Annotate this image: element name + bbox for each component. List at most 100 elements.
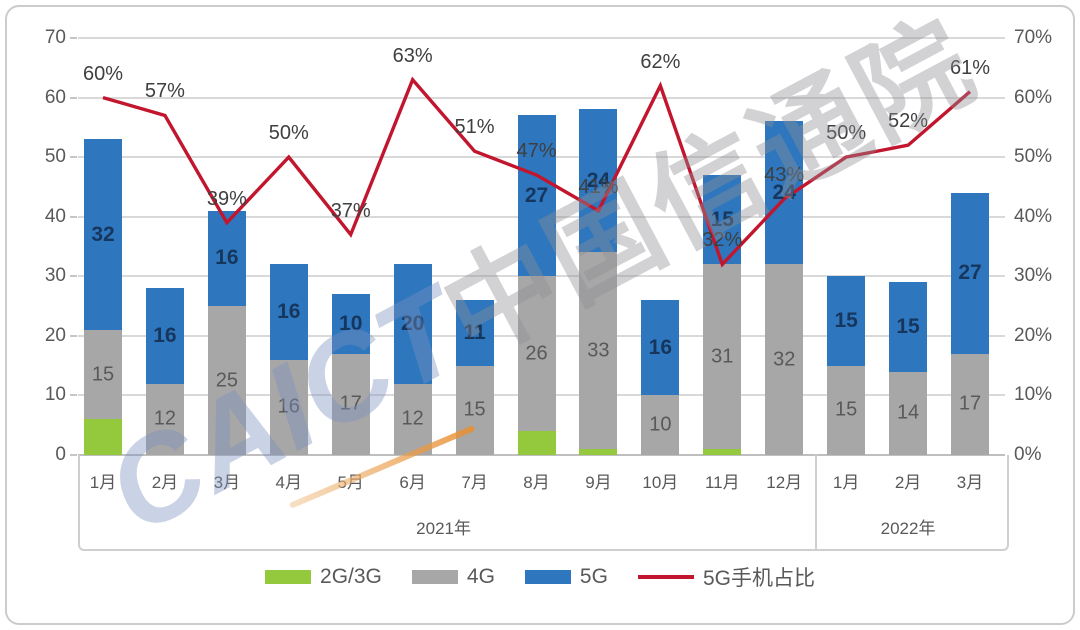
bar-value-label-5g: 16 [215,246,239,270]
legend-item-2g-3g: 2G/3G [265,565,382,589]
line-point-label: 62% [640,50,681,73]
legend-color-swatch-icon [524,570,571,584]
bar-value-label-5g: 11 [463,320,486,344]
bar-segment-4g-11 [703,264,742,450]
bar-value-label-4g: 14 [896,401,920,424]
bar-value-label-4g: 32 [773,348,796,371]
legend-label: 5G手机占比 [702,567,815,590]
left-tick-50 [70,156,77,159]
legend-label: 4G [466,565,495,588]
bar-value-label-5g: 20 [400,311,425,335]
x-axis-label-month: 8月 [523,473,550,492]
bar-segment-4g-2 [145,383,184,455]
line-point-label: 50% [826,122,867,145]
line-point-label: 43% [764,163,805,186]
bar-value-label-5g: 27 [958,261,982,285]
x-axis-group-box [78,455,1009,551]
left-tick-40 [70,215,77,218]
bar-value-label-5g: 27 [524,183,549,207]
year-group-divider [815,455,818,549]
bar-segment-5g-6 [393,264,432,384]
bar-value-label-4g: 15 [835,398,858,421]
line-point-label: 60% [82,62,124,85]
line-5g-share [102,76,972,268]
bar-segment-4g-8 [517,276,556,432]
legend-item-5g: 5G [524,565,608,589]
bar-value-label-5g: 24 [772,180,796,204]
x-axis-year-label: 2022年 [880,519,936,538]
left-axis-tick-label: 0 [55,444,66,465]
legend-label: 5G [579,565,608,588]
bar-segment-5g-1 [84,139,122,330]
bar-value-label-5g: 16 [648,335,673,359]
bar-value-label-5g: 24 [586,168,611,192]
x-axis-label-month: 3月 [956,473,984,492]
bar-segment-4g-1 [84,329,122,420]
right-axis-tick-label: 70% [1014,27,1053,48]
bar-value-label-5g: 32 [91,222,115,246]
legend-item-4g: 4G [411,565,495,589]
gridline-0 [78,454,1005,456]
right-axis-tick-label: 40% [1014,205,1053,227]
left-axis-tick-label: 50 [44,146,66,168]
bar-segment-5g-10 [641,300,680,396]
bar-value-label-5g: 10 [339,311,363,335]
bar-value-label-4g: 12 [153,407,177,430]
right-axis-tick-label: 30% [1014,265,1053,287]
bar-segment-2g3g-1 [84,419,122,455]
bar-value-label-4g: 26 [525,342,548,365]
bar-value-label-5g: 15 [834,308,858,332]
line-point-label: 63% [392,44,433,67]
left-tick-60 [70,96,77,99]
bar-segment-4g-14 [889,371,928,455]
line-point-label: 50% [268,122,309,145]
bar-value-label-5g: 15 [710,207,734,231]
bar-segment-2g3g-8 [517,431,556,455]
right-axis-tick-label: 0% [1014,444,1042,465]
line-point-label: 41% [578,175,619,198]
left-tick-10 [70,394,77,397]
bar-segment-5g-12 [765,121,804,265]
left-axis-tick-label: 20 [44,324,66,346]
bar-value-label-4g: 33 [587,339,610,362]
legend-color-swatch-icon [265,570,312,584]
left-tick-20 [70,334,77,337]
line-point-label: 32% [702,229,743,252]
bar-segment-5g-13 [827,276,866,366]
bar-segment-5g-8 [517,115,556,277]
left-axis-tick-label: 40 [44,205,66,227]
line-point-label: 52% [888,110,929,133]
bar-segment-5g-2 [145,288,184,384]
x-axis-year-label: 2021年 [416,519,472,538]
x-axis-label-month: 2月 [151,473,179,492]
left-axis-tick-label: 10 [44,384,66,406]
bar-value-label-4g: 15 [463,398,486,421]
bar-segment-4g-3 [207,306,246,455]
line-point-label: 57% [144,80,185,103]
left-tick-0 [70,454,77,456]
legend-item-5g-: 5G手机占比 [637,562,815,592]
left-axis-tick-label: 70 [44,27,66,48]
line-point-label: 51% [454,116,495,139]
bar-segment-2g3g-11 [703,449,742,455]
x-axis-label-month: 1月 [89,473,117,492]
bar-value-label-4g: 17 [339,392,362,415]
bar-value-label-4g: 31 [711,345,734,368]
right-axis-tick-label: 60% [1014,86,1053,108]
left-axis-tick-label: 30 [44,265,66,287]
legend-line-swatch-icon [637,575,694,579]
x-axis-label-month: 10月 [642,473,679,492]
bar-value-label-4g: 16 [277,395,300,418]
bar-segment-5g-15 [951,192,989,354]
bar-segment-5g-7 [455,300,494,366]
bar-segment-4g-12 [765,264,804,455]
legend-label: 2G/3G [320,565,382,588]
bar-segment-5g-14 [889,282,928,372]
bar-segment-5g-9 [579,109,618,253]
legend-color-swatch-icon [411,570,458,584]
gridline-70 [78,37,1005,39]
bar-segment-5g-5 [331,294,370,354]
x-axis-label-month: 12月 [766,473,803,492]
